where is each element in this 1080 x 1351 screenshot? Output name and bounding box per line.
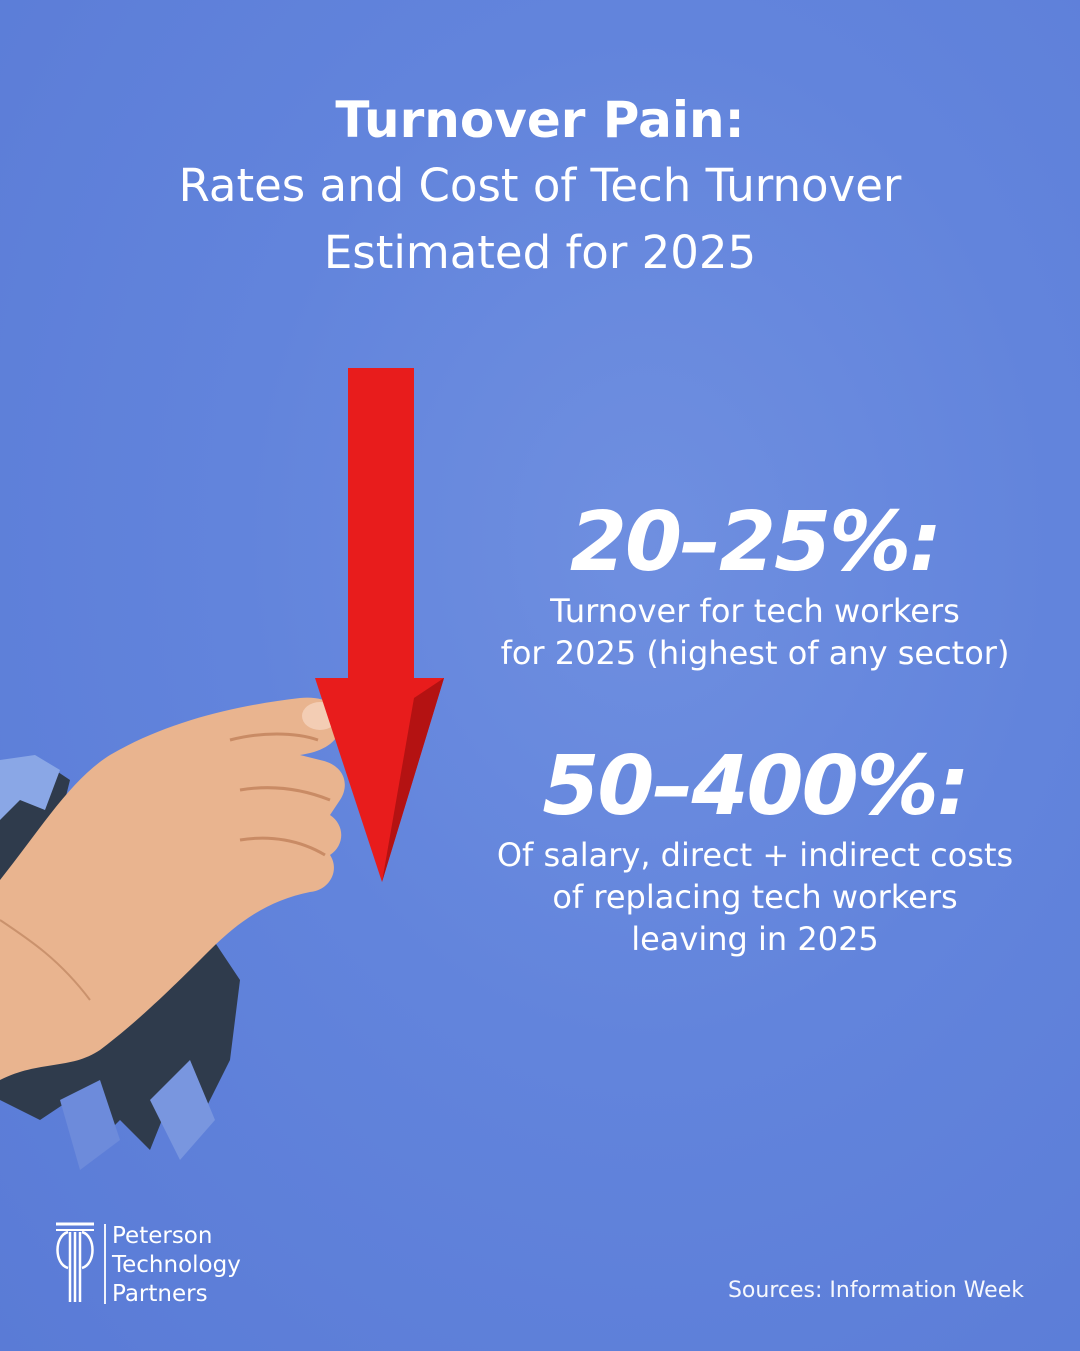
headline-subtitle-line-2: Estimated for 2025	[323, 226, 757, 279]
source-credit: Sources: Information Week	[727, 1278, 1024, 1303]
stat-turnover-rate-desc-line-2: for 2025 (highest of any sector)	[500, 634, 1010, 672]
logo-divider	[104, 1224, 106, 1304]
headline-subtitle-line-1: Rates and Cost of Tech Turnover	[178, 159, 902, 212]
ptp-logo-icon	[56, 1222, 94, 1302]
company-logo: Peterson Technology Partners	[50, 1220, 310, 1310]
stat-turnover-rate-desc-line-1: Turnover for tech workers	[550, 592, 960, 630]
logo-line-3: Partners	[112, 1281, 208, 1307]
headline: Turnover Pain: Rates and Cost of Tech Tu…	[0, 88, 1080, 286]
stat-replacement-cost-desc-line-2: of replacing tech workers	[552, 878, 958, 916]
logo-line-1: Peterson	[112, 1223, 213, 1249]
headline-title: Turnover Pain:	[335, 91, 745, 149]
stat-replacement-cost-desc-line-3: leaving in 2025	[631, 920, 879, 958]
stat-replacement-cost: 50–400%: Of salary, direct + indirect co…	[450, 740, 1060, 960]
stat-turnover-rate-value: 20–25%:	[569, 495, 942, 590]
stat-replacement-cost-value: 50–400%:	[542, 739, 969, 834]
hand-holding-arrow-illustration	[0, 368, 444, 1170]
stat-turnover-rate: 20–25%: Turnover for tech workers for 20…	[450, 496, 1060, 674]
logo-wordmark: Peterson Technology Partners	[112, 1222, 241, 1309]
logo-line-2: Technology	[112, 1252, 241, 1278]
down-arrow-icon	[315, 368, 444, 882]
stat-replacement-cost-desc-line-1: Of salary, direct + indirect costs	[496, 836, 1014, 874]
